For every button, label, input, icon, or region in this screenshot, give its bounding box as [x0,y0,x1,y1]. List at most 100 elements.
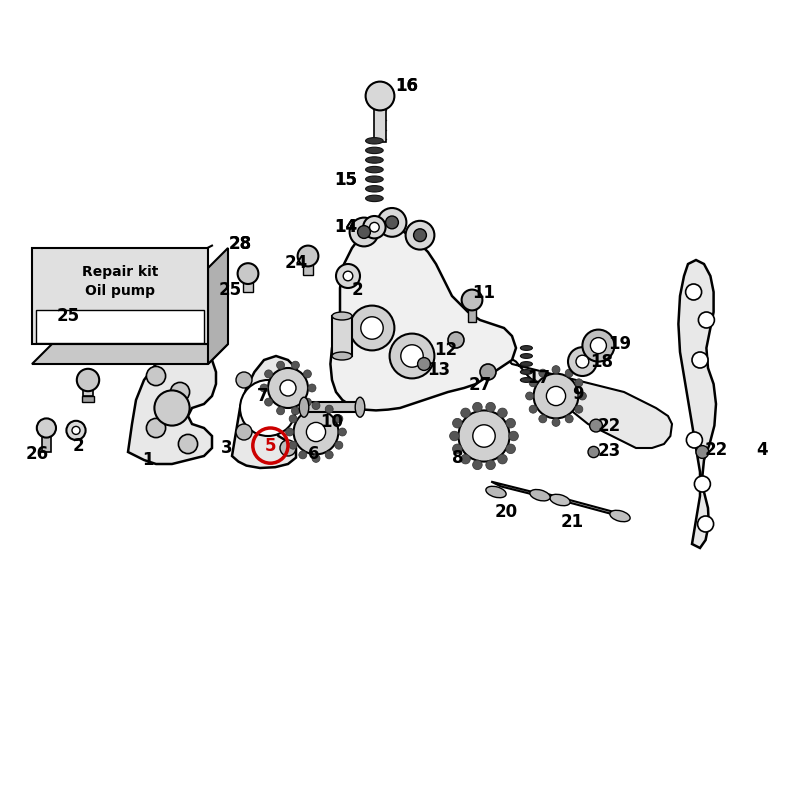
Circle shape [486,460,495,470]
Circle shape [418,358,430,370]
Circle shape [303,370,311,378]
Bar [32,248,208,344]
Circle shape [299,405,307,413]
Text: 22: 22 [598,417,622,434]
Text: 25: 25 [57,307,79,325]
Circle shape [590,419,602,432]
Circle shape [291,407,299,415]
Circle shape [299,451,307,459]
Bar [83,380,93,396]
Bar [243,274,253,292]
Bar [304,402,360,412]
Circle shape [486,402,495,412]
Circle shape [286,428,294,436]
Circle shape [450,431,459,441]
Text: 14: 14 [334,218,357,236]
Text: 12: 12 [434,342,457,359]
Bar [36,310,204,343]
Ellipse shape [366,195,383,202]
Ellipse shape [550,494,570,506]
Text: 8: 8 [452,450,463,467]
Bar [468,301,476,322]
Text: 4: 4 [757,442,768,459]
Bar [42,430,51,452]
Circle shape [575,405,583,413]
Ellipse shape [332,352,352,360]
Circle shape [72,426,80,434]
Circle shape [238,263,258,284]
Circle shape [312,454,320,462]
Ellipse shape [366,138,383,144]
Circle shape [178,434,198,454]
Circle shape [386,216,398,229]
Circle shape [539,415,547,423]
Text: 23: 23 [598,442,622,460]
Circle shape [280,440,296,456]
Circle shape [462,290,482,310]
Circle shape [303,398,311,406]
Circle shape [280,376,296,392]
Circle shape [289,414,297,422]
Text: 5: 5 [265,437,276,454]
Circle shape [526,392,534,400]
Circle shape [506,444,515,454]
Text: 24: 24 [284,254,308,272]
Circle shape [343,271,353,281]
Circle shape [146,366,166,386]
Circle shape [298,246,318,266]
Circle shape [565,369,573,377]
Text: 28: 28 [229,235,251,253]
Circle shape [289,442,297,450]
Circle shape [146,418,166,438]
Ellipse shape [520,370,533,374]
Ellipse shape [355,397,365,418]
Circle shape [498,454,507,464]
Circle shape [240,380,296,436]
Bar [82,396,94,402]
Circle shape [77,369,99,391]
Bar [374,98,386,142]
Ellipse shape [366,166,383,173]
Ellipse shape [366,147,383,154]
Circle shape [565,415,573,423]
Circle shape [473,425,495,447]
Polygon shape [540,492,628,518]
Text: 26: 26 [26,446,48,463]
Circle shape [350,306,394,350]
Circle shape [539,369,547,377]
Circle shape [335,414,343,422]
Circle shape [265,398,273,406]
Circle shape [325,451,334,459]
Ellipse shape [520,346,533,350]
Text: Repair kit: Repair kit [82,265,158,279]
Ellipse shape [520,354,533,358]
Circle shape [448,332,464,348]
Circle shape [401,345,423,367]
Circle shape [260,384,268,392]
Circle shape [294,410,338,454]
Circle shape [265,370,273,378]
Circle shape [694,476,710,492]
Circle shape [461,408,470,418]
Circle shape [277,361,285,369]
Text: 6: 6 [308,446,319,463]
Text: 3: 3 [221,439,232,457]
Text: 2: 2 [352,281,363,298]
Polygon shape [330,228,516,410]
Text: 27: 27 [468,376,492,394]
Circle shape [473,402,482,412]
Text: 11: 11 [473,284,495,302]
Circle shape [363,216,386,238]
Ellipse shape [299,397,309,418]
Circle shape [473,460,482,470]
Circle shape [414,229,426,242]
Ellipse shape [332,312,352,320]
Text: 16: 16 [395,78,418,95]
Text: 22: 22 [704,441,728,458]
Ellipse shape [520,362,533,366]
Circle shape [236,424,252,440]
Text: 15: 15 [334,171,357,189]
Text: 15: 15 [334,171,357,189]
Polygon shape [232,356,300,468]
Circle shape [453,418,462,428]
